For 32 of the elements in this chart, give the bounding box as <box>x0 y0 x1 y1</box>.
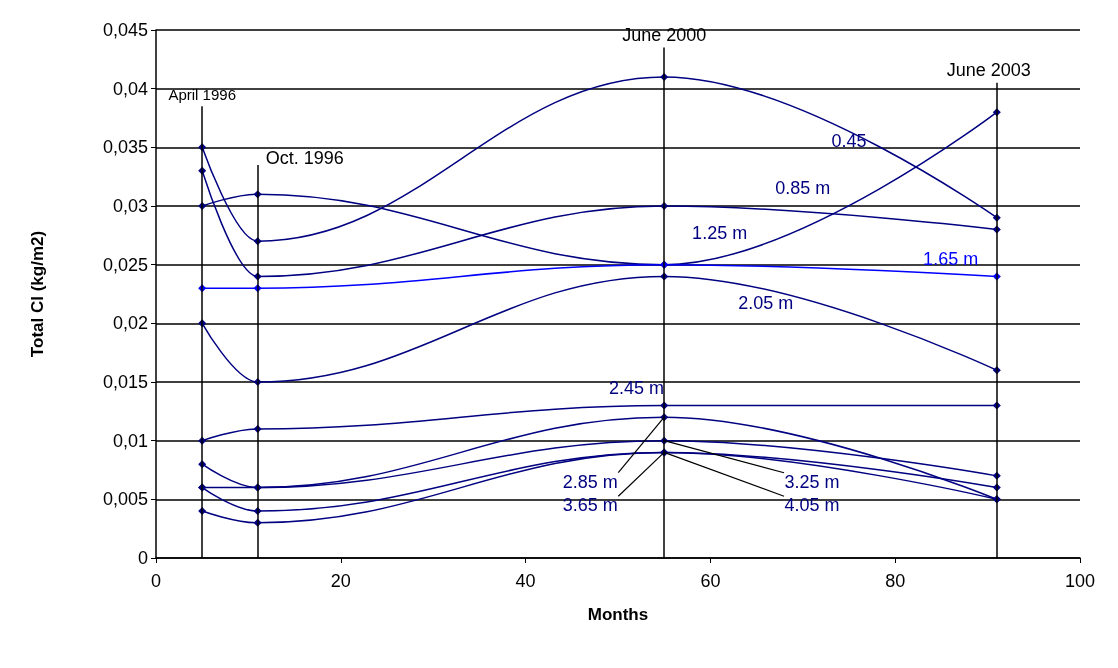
x-tick-label: 60 <box>700 571 721 591</box>
ref-line-label: April 1996 <box>168 86 236 104</box>
ref-line-label: June 2003 <box>946 59 1031 80</box>
ref-line-label: June 2000 <box>622 24 707 45</box>
ref-line-label: Oct. 1996 <box>265 147 344 168</box>
x-tick-label: 20 <box>330 571 351 591</box>
series-label: 4.05 m <box>784 495 840 516</box>
series-label: 3.25 m <box>784 471 840 492</box>
series-label: 2.45 m <box>608 377 664 398</box>
series-label: 1.65 m <box>923 248 979 269</box>
y-tick-label: 0,03 <box>112 196 148 216</box>
x-tick-label: 100 <box>1064 571 1096 591</box>
y-tick-label: 0,02 <box>112 313 148 334</box>
y-tick-label: 0,035 <box>102 137 148 158</box>
series-label: 3.65 m <box>562 495 618 516</box>
text: 2.85 m <box>562 471 618 492</box>
x-tick-label: 0 <box>150 571 162 591</box>
y-tick-label: 0,025 <box>102 254 148 275</box>
y-tick-label: 0,01 <box>112 430 148 451</box>
y-tick-label: 0 <box>137 548 148 568</box>
y-tick-label: 0,04 <box>112 78 148 99</box>
x-tick-label: 80 <box>885 571 906 591</box>
y-tick-label: 0,045 <box>102 20 148 40</box>
x-axis-title: Months <box>587 605 649 624</box>
series-label: 0.85 m <box>775 178 831 199</box>
y-tick-label: 0,005 <box>102 489 148 510</box>
series-label: 0.45 <box>831 131 867 152</box>
x-tick-label: 40 <box>515 571 536 591</box>
y-axis-title: Total Cl (kg/m2) <box>28 230 47 358</box>
series-label: 2.05 m <box>738 293 794 314</box>
series-label: 1.25 m <box>692 222 748 243</box>
y-tick-label: 0,015 <box>102 372 148 392</box>
